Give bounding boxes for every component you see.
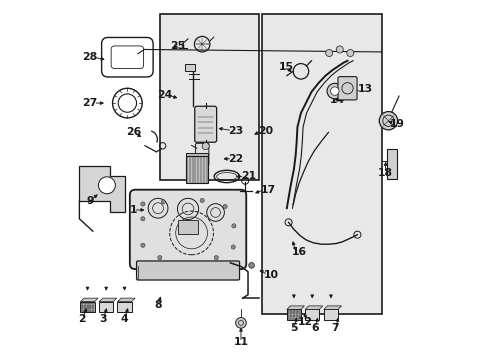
Text: 5: 5: [289, 323, 297, 333]
Polygon shape: [81, 298, 98, 302]
Text: 13: 13: [357, 84, 372, 94]
Text: 1: 1: [129, 205, 137, 215]
Circle shape: [161, 200, 165, 204]
Bar: [386, 149, 396, 179]
Bar: [160, 14, 258, 180]
Text: 11: 11: [233, 337, 248, 347]
Polygon shape: [99, 302, 113, 312]
Text: 8: 8: [154, 300, 162, 310]
Text: 6: 6: [310, 323, 318, 333]
Polygon shape: [117, 298, 135, 302]
FancyBboxPatch shape: [111, 46, 143, 68]
Circle shape: [235, 318, 246, 328]
Polygon shape: [323, 306, 341, 309]
FancyBboxPatch shape: [130, 190, 246, 269]
FancyBboxPatch shape: [102, 37, 153, 77]
Circle shape: [141, 202, 145, 206]
Polygon shape: [305, 309, 319, 320]
Polygon shape: [79, 166, 124, 212]
Text: 28: 28: [81, 52, 97, 62]
Text: 4: 4: [121, 314, 128, 324]
Text: 25: 25: [170, 41, 185, 51]
Text: 26: 26: [125, 127, 141, 138]
Polygon shape: [286, 306, 304, 309]
Polygon shape: [81, 302, 94, 312]
FancyBboxPatch shape: [195, 143, 208, 166]
Text: 23: 23: [228, 126, 244, 136]
Polygon shape: [117, 302, 131, 312]
FancyBboxPatch shape: [136, 261, 239, 280]
FancyBboxPatch shape: [337, 77, 356, 100]
Polygon shape: [323, 309, 337, 320]
Polygon shape: [305, 306, 322, 309]
Text: 7: 7: [331, 323, 339, 333]
Circle shape: [141, 243, 145, 247]
Text: 17: 17: [260, 185, 275, 195]
Polygon shape: [286, 309, 300, 320]
Bar: [185, 153, 208, 156]
Circle shape: [248, 262, 254, 268]
Circle shape: [330, 87, 338, 95]
Text: 22: 22: [228, 154, 244, 164]
Circle shape: [336, 46, 343, 53]
Text: 9: 9: [86, 196, 94, 206]
Bar: [185, 156, 208, 183]
Circle shape: [200, 198, 204, 203]
Bar: [262, 14, 381, 314]
Circle shape: [231, 224, 236, 228]
Text: 21: 21: [241, 171, 256, 181]
Circle shape: [141, 217, 145, 221]
Text: 27: 27: [81, 98, 97, 108]
Text: 15: 15: [278, 62, 293, 72]
Text: 20: 20: [258, 126, 273, 136]
Text: 2: 2: [78, 314, 86, 324]
Circle shape: [231, 245, 235, 249]
Bar: [178, 220, 198, 234]
Text: 16: 16: [291, 247, 306, 257]
Circle shape: [325, 49, 332, 57]
Text: 3: 3: [100, 314, 107, 324]
Text: 18: 18: [377, 168, 392, 178]
Circle shape: [346, 49, 353, 57]
Circle shape: [223, 204, 227, 208]
Text: 24: 24: [157, 90, 172, 100]
Polygon shape: [99, 298, 117, 302]
Text: 14: 14: [329, 95, 344, 104]
Circle shape: [98, 177, 115, 194]
Text: 10: 10: [264, 270, 279, 280]
FancyBboxPatch shape: [194, 106, 216, 142]
Circle shape: [379, 112, 397, 130]
Circle shape: [214, 256, 218, 260]
Circle shape: [158, 256, 162, 260]
Text: 12: 12: [297, 317, 312, 327]
Bar: [184, 64, 195, 71]
Circle shape: [326, 83, 342, 99]
Circle shape: [202, 143, 209, 150]
Text: 19: 19: [389, 118, 404, 129]
